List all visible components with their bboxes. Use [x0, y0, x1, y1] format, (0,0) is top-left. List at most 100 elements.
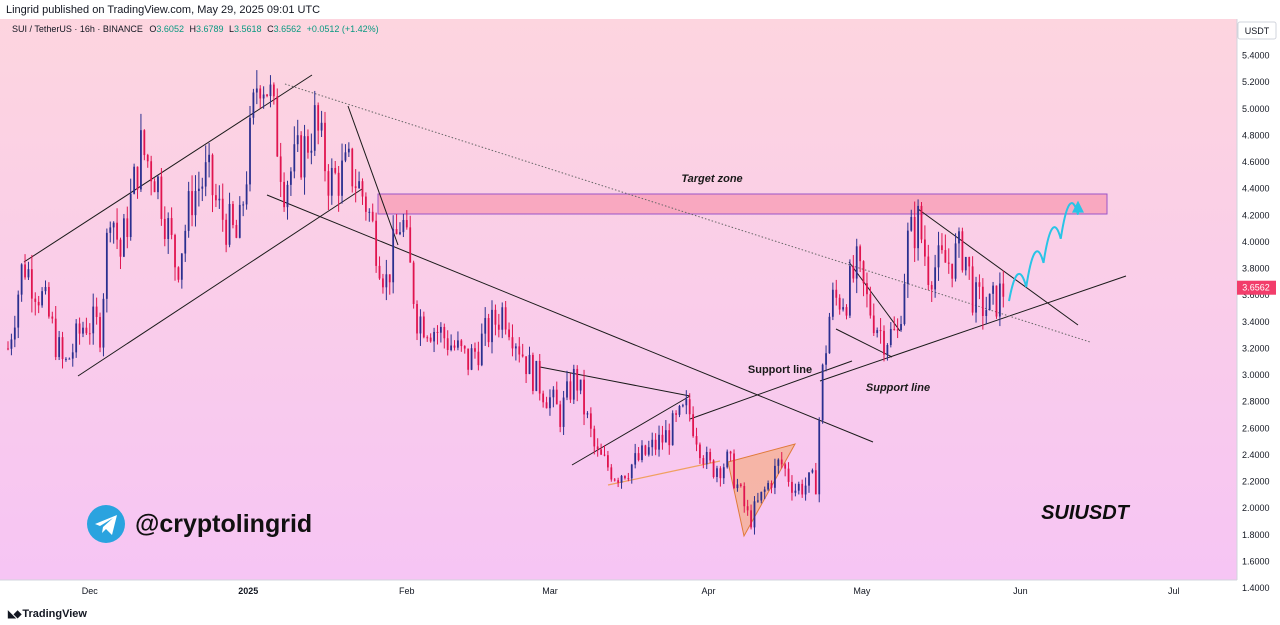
wedge-upper-line[interactable] — [539, 366, 691, 397]
candle-body — [763, 489, 766, 492]
ohlc-open-label: O — [149, 24, 156, 34]
wedge-lower-line[interactable] — [571, 395, 691, 466]
falling-wedge-upper-line[interactable] — [917, 208, 1079, 326]
candle-body — [463, 346, 466, 349]
candle-body — [583, 379, 585, 415]
candle-body — [906, 230, 909, 284]
descending-resistance-line[interactable] — [266, 194, 874, 443]
candle-body — [65, 358, 67, 360]
candle-body — [7, 348, 9, 350]
candle-body — [961, 231, 964, 271]
candle-body — [337, 172, 340, 196]
candle-body — [511, 337, 514, 349]
candle-body — [262, 94, 265, 99]
ohlc-change: +0.0512 (+1.42%) — [307, 24, 379, 34]
time-tick-label: 2025 — [238, 586, 258, 596]
tradingview-logo[interactable]: ◣◆ TradingView — [8, 608, 87, 620]
candle-body — [375, 220, 378, 266]
support-line-2[interactable] — [819, 275, 1127, 382]
candle-body — [433, 331, 435, 342]
handle-text: @cryptolingrid — [135, 510, 312, 538]
candle-body — [681, 405, 684, 407]
candle-body — [927, 256, 930, 285]
candle-body — [572, 368, 575, 400]
candle-body — [184, 230, 187, 254]
candle-body — [998, 283, 1001, 317]
candle-body — [290, 171, 292, 185]
candle-body — [883, 330, 885, 355]
ohlc-open: 3.6052 — [156, 24, 184, 34]
candle-body — [327, 171, 330, 196]
candle-body — [651, 439, 654, 448]
candle-body — [862, 261, 865, 284]
candle-body — [129, 193, 132, 238]
candle-body — [238, 204, 241, 238]
candle-body — [109, 227, 112, 233]
candle-body — [814, 470, 817, 495]
candle-body — [535, 360, 538, 391]
candle-body — [78, 323, 81, 334]
long-dotted-resistance[interactable] — [284, 83, 1091, 343]
candle-body — [746, 506, 749, 511]
candle-body — [596, 446, 599, 450]
candle-body — [712, 460, 715, 477]
candle-body — [361, 181, 364, 197]
candle-body — [133, 166, 136, 194]
candle-body — [729, 451, 732, 454]
support-line-1[interactable] — [689, 360, 853, 420]
candle-body — [409, 227, 412, 263]
candle-body — [900, 324, 902, 331]
currency-label: USDT — [1245, 26, 1270, 36]
candle-body — [579, 379, 582, 391]
candle-body — [221, 198, 224, 220]
projection-path[interactable] — [1008, 202, 1079, 302]
candle-body — [105, 232, 108, 299]
candle-body — [157, 176, 159, 193]
candle-body — [627, 478, 630, 480]
candle-body — [777, 459, 780, 466]
candle-body — [923, 239, 926, 257]
candle-body — [739, 484, 742, 486]
plot-background — [0, 19, 1237, 606]
price-tick-label: 1.4000 — [1242, 583, 1270, 593]
candle-body — [446, 338, 449, 350]
candle-body — [392, 229, 395, 283]
chart-area[interactable]: SUI / TetherUS · 16h · BINANCE O3.6052 H… — [0, 19, 1280, 606]
ohlc-close-label: C — [267, 24, 274, 34]
candle-body — [324, 122, 326, 172]
candle-body — [542, 393, 545, 403]
time-axis[interactable]: Dec 2025 Feb Mar Apr May Jun Jul — [82, 586, 1180, 596]
candle-body — [484, 318, 487, 334]
candle-body — [855, 246, 858, 279]
candle-body — [647, 447, 650, 455]
candle-body — [419, 316, 422, 334]
candle-body — [825, 353, 827, 365]
currency-badge[interactable] — [1237, 21, 1277, 40]
breakdown-line[interactable] — [347, 105, 399, 246]
candle-body — [876, 330, 879, 334]
candle-body — [879, 330, 882, 332]
candle-body — [767, 483, 770, 490]
candle-body — [562, 397, 565, 427]
candle-body — [487, 318, 490, 343]
candle-body — [358, 181, 360, 189]
candle-body — [354, 186, 357, 189]
candle-body — [726, 451, 729, 468]
ohlc-low: 3.5618 — [234, 24, 262, 34]
candle-body — [866, 283, 868, 295]
candle-body — [831, 289, 834, 317]
channel-lower-line[interactable] — [77, 188, 363, 377]
candle-body — [34, 298, 37, 302]
candle-body — [58, 337, 61, 358]
candle-body — [92, 306, 95, 334]
target-zone-box[interactable] — [377, 193, 1108, 215]
candle-body — [99, 317, 101, 348]
candle-body — [978, 282, 981, 287]
candle-body — [954, 243, 957, 279]
telegram-handle[interactable]: @cryptolingrid — [87, 505, 312, 543]
price-chart[interactable]: SUI / TetherUS · 16h · BINANCE O3.6052 H… — [0, 19, 1280, 606]
flag-lower-line[interactable] — [835, 328, 893, 358]
candle-body — [412, 262, 415, 305]
candle-body — [334, 167, 337, 173]
candle-body — [624, 475, 626, 479]
